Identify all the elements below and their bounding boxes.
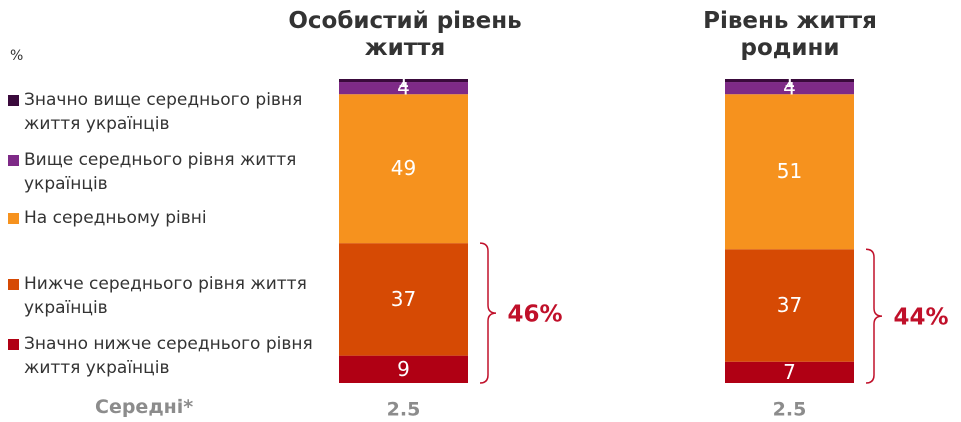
value-label: 1 bbox=[397, 68, 410, 92]
value-label: 51 bbox=[777, 159, 802, 183]
bar-segment bbox=[339, 82, 468, 95]
legend-label: Вище середнього рівня життя українців bbox=[24, 150, 297, 194]
value-label: 1 bbox=[783, 68, 796, 92]
value-label: 37 bbox=[391, 287, 416, 311]
category-title: Особистий рівень життя bbox=[288, 8, 522, 61]
bar-segment bbox=[725, 79, 854, 83]
bar-segment bbox=[725, 82, 854, 95]
average-value: 2.5 bbox=[773, 399, 807, 421]
value-label: 9 bbox=[397, 357, 410, 381]
legend-swatch bbox=[8, 155, 19, 166]
bracket-label: 46% bbox=[507, 302, 562, 328]
bar-segment bbox=[339, 355, 468, 383]
average-label: Середні* bbox=[95, 396, 194, 418]
legend-label: На середньому рівні bbox=[24, 208, 207, 228]
legend-item: Значно вище середнього рівня життя украї… bbox=[8, 88, 334, 136]
legend-item: Нижче середнього рівня життя українців bbox=[8, 272, 334, 320]
bar-segment bbox=[339, 94, 468, 244]
bar-segment bbox=[725, 249, 854, 362]
average-value: 2.5 bbox=[387, 399, 421, 421]
legend-item: Значно нижче середнього рівня життя укра… bbox=[8, 332, 334, 380]
legend-item: На середньому рівні bbox=[8, 206, 334, 230]
bracket bbox=[865, 248, 883, 384]
unit-label: % bbox=[10, 48, 24, 64]
legend-item: Вище середнього рівня життя українців bbox=[8, 148, 334, 196]
legend-swatch bbox=[8, 95, 19, 106]
legend-label: Значно вище середнього рівня життя украї… bbox=[24, 90, 303, 134]
value-label: 49 bbox=[391, 156, 416, 180]
bracket-label: 44% bbox=[893, 305, 948, 331]
legend-swatch bbox=[8, 279, 19, 290]
bar-segment bbox=[339, 243, 468, 356]
legend-label: Значно нижче середнього рівня життя укра… bbox=[24, 334, 313, 378]
category-title: Рівень життя родини bbox=[703, 8, 877, 61]
legend-swatch bbox=[8, 339, 19, 350]
legend-label: Нижче середнього рівня життя українців bbox=[24, 274, 307, 318]
bracket bbox=[479, 242, 497, 384]
bar-segment bbox=[725, 94, 854, 250]
value-label: 7 bbox=[783, 360, 796, 384]
bar-segment bbox=[725, 361, 854, 383]
legend-swatch bbox=[8, 213, 19, 224]
bar-segment bbox=[339, 79, 468, 83]
value-label: 37 bbox=[777, 293, 802, 317]
